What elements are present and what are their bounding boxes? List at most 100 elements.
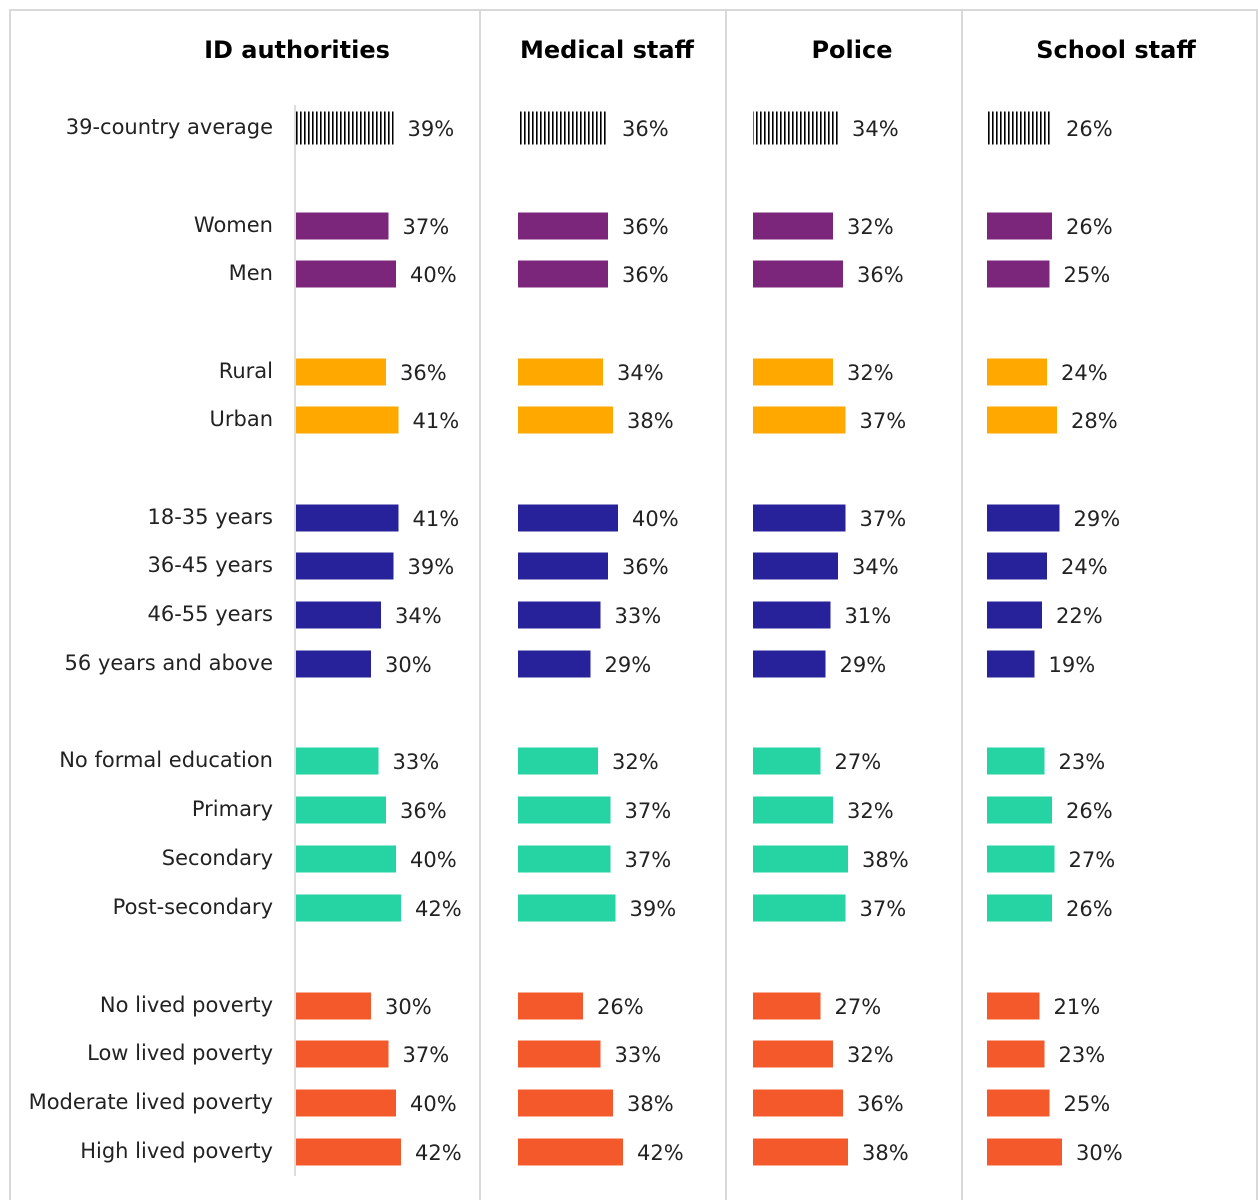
value-label: 36% [622, 555, 669, 579]
value-label: 36% [622, 263, 669, 287]
bar [296, 601, 381, 629]
value-label: 29% [840, 653, 887, 677]
bar [296, 747, 379, 775]
value-label: 23% [1059, 1043, 1106, 1067]
category-label: High lived poverty [80, 1139, 273, 1164]
bar [518, 406, 613, 434]
bar [296, 992, 371, 1020]
bar [753, 894, 846, 922]
bar [987, 845, 1055, 873]
value-label: 33% [615, 1043, 662, 1067]
category-label-box: Secondary [162, 846, 273, 870]
value-label: 32% [847, 799, 894, 823]
category-label: 36-45 years [147, 553, 274, 578]
value-label: 24% [1061, 555, 1108, 579]
bar [753, 212, 833, 240]
bar [987, 992, 1040, 1020]
bar [518, 1040, 601, 1068]
value-label: 42% [415, 1141, 462, 1165]
category-label-box: Women [193, 213, 273, 238]
value-label: 39% [630, 897, 677, 921]
bar [753, 992, 821, 1020]
bar [296, 845, 396, 873]
value-label: 26% [1066, 117, 1113, 141]
bar [987, 796, 1052, 824]
value-label: 36% [622, 215, 669, 239]
category-label-box: No formal education [59, 748, 273, 772]
value-label: 30% [1076, 1141, 1123, 1165]
value-label: 37% [625, 799, 672, 823]
bar [518, 845, 611, 873]
value-label: 31% [845, 604, 892, 628]
bar [296, 111, 394, 145]
value-label: 34% [395, 604, 442, 628]
value-label: 38% [862, 848, 909, 872]
category-label-box: Rural [219, 359, 273, 383]
bar [296, 894, 401, 922]
category-label-box: Low lived poverty [87, 1041, 273, 1065]
value-label: 36% [857, 263, 904, 287]
bar [753, 552, 838, 580]
bar [753, 111, 838, 145]
panel-title: Police [811, 36, 892, 64]
bar [753, 601, 831, 629]
bar [518, 992, 583, 1020]
value-label: 27% [835, 995, 882, 1019]
value-label: 32% [847, 361, 894, 385]
value-label: 30% [385, 653, 432, 677]
value-label: 38% [627, 1092, 674, 1116]
bar [518, 1138, 623, 1166]
bar [753, 1138, 848, 1166]
bar [518, 601, 601, 629]
value-label: 25% [1064, 263, 1111, 287]
bar [296, 1089, 396, 1117]
category-label-box: 46-55 years [147, 602, 274, 627]
bar [753, 406, 846, 434]
bar [987, 1089, 1050, 1117]
value-label: 22% [1056, 604, 1103, 628]
bar [987, 747, 1045, 775]
value-label: 32% [847, 215, 894, 239]
bar [518, 650, 591, 678]
value-label: 41% [413, 409, 460, 433]
value-label: 26% [1066, 215, 1113, 239]
bar [753, 504, 846, 532]
bar [987, 260, 1050, 288]
frame [9, 9, 1258, 1200]
category-label: Women [193, 213, 273, 238]
category-label-box: No lived poverty [100, 993, 273, 1017]
value-label: 30% [385, 995, 432, 1019]
value-label: 37% [403, 1043, 450, 1067]
category-label: 39-country average [65, 115, 273, 140]
value-label: 40% [410, 848, 457, 872]
value-label: 40% [410, 263, 457, 287]
category-label: Primary [191, 797, 273, 822]
value-label: 26% [1066, 799, 1113, 823]
value-label: 37% [403, 215, 450, 239]
category-label-box: Urban [209, 407, 273, 431]
category-label-box: Post-secondary [113, 895, 273, 919]
category-label: Moderate lived poverty [28, 1090, 273, 1115]
value-label: 38% [862, 1141, 909, 1165]
value-label: 26% [597, 995, 644, 1019]
bar [296, 796, 386, 824]
category-label: 46-55 years [147, 602, 274, 627]
bar [296, 406, 399, 434]
category-label-box: 56 years and above [65, 651, 273, 675]
bar [753, 1089, 843, 1117]
value-label: 36% [400, 799, 447, 823]
value-label: 42% [415, 897, 462, 921]
bar [987, 1138, 1062, 1166]
bar [518, 1089, 613, 1117]
category-label: 18-35 years [147, 505, 274, 530]
category-label-box: Moderate lived poverty [28, 1090, 273, 1115]
value-label: 34% [852, 117, 899, 141]
bar [987, 1040, 1045, 1068]
value-label: 21% [1054, 995, 1101, 1019]
value-label: 33% [393, 750, 440, 774]
panel-title: School staff [1036, 36, 1196, 64]
category-label-box: 18-35 years [147, 505, 274, 530]
value-label: 36% [857, 1092, 904, 1116]
value-label: 40% [632, 507, 679, 531]
